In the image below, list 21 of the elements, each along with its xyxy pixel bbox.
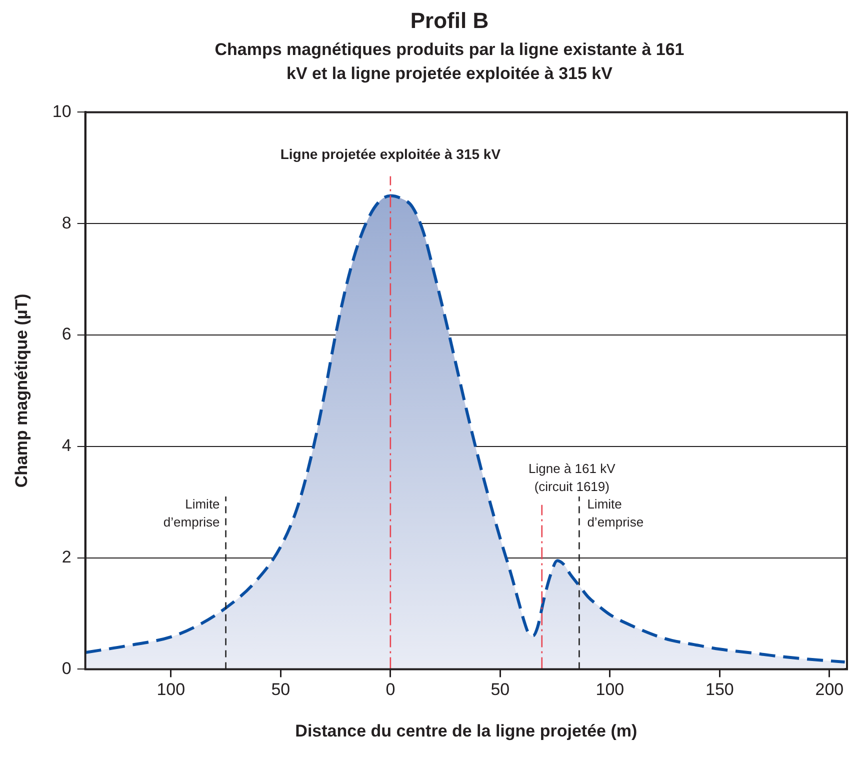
y-tick-label: 6 — [62, 324, 72, 344]
y-tick-label: 8 — [62, 213, 72, 232]
ref-line-label: Ligne à 161 kV (circuit 1619) — [528, 460, 616, 494]
x-axis-title: Distance du centre de la ligne projetée (m) — [295, 721, 638, 740]
x-tick-label: 50 — [271, 680, 290, 700]
x-tick-label: 100 — [596, 680, 624, 700]
x-tick-label: 150 — [706, 680, 734, 700]
ref-line-label: Limite d’emprise — [587, 496, 644, 530]
ref-line-label: Ligne projetée exploitée à 315 kV — [280, 146, 502, 162]
x-tick-label: 50 — [490, 680, 510, 700]
chart-subtitle: Champs magnétiques produits par la ligne existante à 161 kV et la ligne projetée exploitée à 315 kV — [214, 39, 686, 85]
x-tick-label: 100 — [156, 680, 186, 700]
y-tick-label: 4 — [62, 436, 72, 456]
y-tick-label: 2 — [62, 547, 72, 566]
chart-title: Profil B — [409, 8, 490, 34]
y-tick-label: 0 — [62, 658, 72, 678]
x-tick-label: 0 — [386, 680, 396, 700]
ref-line-label: Limite d’emprise — [163, 496, 220, 530]
y-axis-title: Champ magnétique (µT) — [12, 294, 31, 488]
x-tick-label: 200 — [815, 680, 844, 700]
y-tick-label: 10 — [52, 102, 72, 121]
